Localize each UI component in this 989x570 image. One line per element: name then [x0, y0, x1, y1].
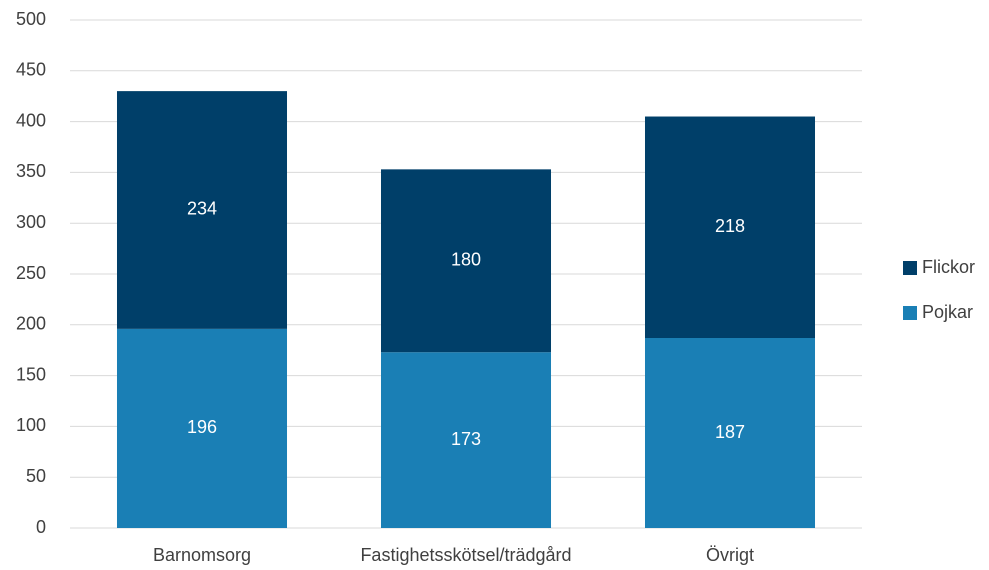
bar-segment: [380, 352, 552, 528]
bar-segment: [380, 169, 552, 353]
y-tick-label: 0: [36, 517, 46, 537]
x-tick-label: Fastighetsskötsel/trädgård: [360, 545, 571, 565]
data-label: 234: [187, 199, 217, 219]
legend-swatch: [903, 306, 917, 320]
x-tick-label: Barnomsorg: [153, 545, 251, 565]
data-label: 196: [187, 417, 217, 437]
legend-swatch: [903, 261, 917, 275]
y-tick-label: 100: [16, 415, 46, 435]
y-tick-label: 250: [16, 263, 46, 283]
x-tick-label: Övrigt: [706, 545, 754, 565]
data-label: 180: [451, 250, 481, 270]
y-tick-label: 400: [16, 110, 46, 130]
data-label: 187: [715, 422, 745, 442]
legend-label: Pojkar: [922, 302, 973, 322]
legend-label: Flickor: [922, 257, 975, 277]
y-tick-label: 200: [16, 314, 46, 334]
y-tick-label: 350: [16, 161, 46, 181]
bar-segment: [116, 91, 288, 329]
y-tick-label: 300: [16, 212, 46, 232]
data-label: 173: [451, 429, 481, 449]
data-label: 218: [715, 216, 745, 236]
y-tick-label: 450: [16, 60, 46, 80]
y-tick-label: 150: [16, 364, 46, 384]
y-tick-label: 50: [26, 466, 46, 486]
bar-segment: [644, 116, 816, 339]
bar-segment: [644, 338, 816, 528]
y-tick-label: 500: [16, 9, 46, 29]
bar-segment: [116, 328, 288, 528]
